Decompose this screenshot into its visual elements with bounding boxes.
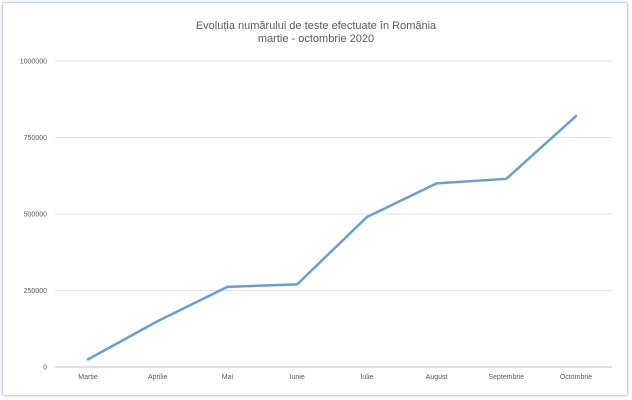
x-tick-label-iunie: Iunie	[290, 374, 305, 381]
series-line-0	[86, 114, 578, 361]
data-point-august	[435, 182, 438, 185]
x-tick-label-mai: Mai	[222, 374, 234, 381]
chart-subtitle: martie - octombrie 2020	[257, 33, 375, 45]
y-tick-label: 750000	[24, 135, 47, 142]
series-layer	[86, 114, 578, 361]
y-tick-label: 0	[43, 365, 47, 372]
x-tick-label-aprilie: Aprilie	[148, 374, 168, 381]
data-point-mai	[226, 285, 229, 289]
y-axis-tick-labels: 0 250000 500000 750000 1000000	[20, 59, 47, 372]
data-point-martie	[86, 358, 90, 361]
y-tick-label: 500000	[24, 212, 47, 219]
gridlines	[55, 60, 612, 368]
data-point-iulie	[365, 215, 369, 219]
x-tick-label-iulie: Iulie	[360, 374, 373, 381]
x-tick-label-septembrie: Septembrie	[488, 374, 524, 381]
y-tick-label: 1000000	[20, 59, 47, 66]
x-tick-label-octombrie: Octombrie	[560, 374, 592, 381]
data-point-octombrie	[574, 114, 578, 118]
data-point-iunie	[295, 283, 299, 286]
chart-title: Evoluția numărului de teste efectuate în…	[195, 20, 437, 32]
data-point-septembrie	[505, 177, 508, 181]
x-tick-label-august: August	[426, 374, 448, 381]
x-tick-label-martie: Martie	[78, 374, 98, 381]
chart-frame	[2, 2, 628, 396]
x-axis-tick-labels: Martie Aprilie Mai Iunie Iulie August Septembr…	[78, 374, 592, 381]
data-point-aprilie	[156, 319, 159, 323]
y-tick-label: 250000	[24, 288, 47, 295]
